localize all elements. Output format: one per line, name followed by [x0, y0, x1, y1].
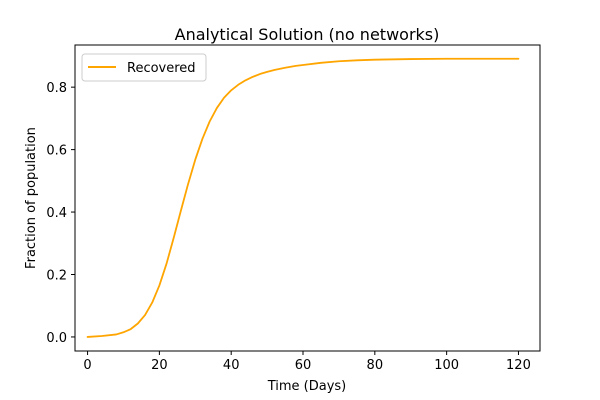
y-axis: 0.0 0.2 0.4 0.6 0.8	[46, 81, 75, 346]
x-axis-label: Time (Days)	[267, 379, 347, 394]
y-tick-label: 0.6	[46, 144, 67, 159]
x-tick-label: 80	[367, 358, 384, 373]
y-tick-label: 0.0	[46, 331, 67, 346]
legend: Recovered	[81, 53, 207, 82]
x-tick-label: 20	[151, 358, 168, 373]
y-tick-label: 0.4	[46, 206, 67, 221]
x-tick-label: 0	[83, 358, 91, 373]
x-tick-label: 40	[223, 358, 240, 373]
x-tick-label: 60	[295, 358, 312, 373]
y-tick-label: 0.8	[46, 81, 67, 96]
y-axis-label: Fraction of population	[24, 127, 39, 269]
legend-label-recovered: Recovered	[127, 61, 196, 76]
y-tick-label: 0.2	[46, 269, 67, 284]
x-tick-label: 120	[506, 358, 531, 373]
chart-title: Analytical Solution (no networks)	[175, 25, 440, 44]
legend-box	[81, 53, 207, 82]
x-axis: 0 20 40 60 80 100 120	[83, 351, 531, 373]
series-line-recovered	[86, 57, 520, 338]
plot-area	[86, 57, 520, 338]
x-tick-label: 100	[434, 358, 459, 373]
plot-frame	[74, 44, 541, 352]
